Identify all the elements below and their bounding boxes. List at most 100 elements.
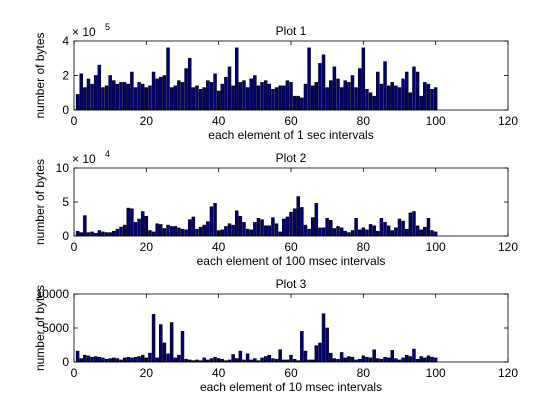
bar	[148, 85, 152, 111]
bar	[390, 82, 395, 111]
bar	[112, 230, 116, 237]
bar	[166, 353, 170, 363]
y-axis-label: number of bytes	[33, 32, 47, 118]
bar	[249, 229, 253, 237]
bar	[343, 357, 347, 363]
bar	[292, 95, 297, 111]
bar	[263, 80, 268, 111]
bar	[159, 224, 163, 237]
bar	[372, 95, 376, 111]
bar	[235, 358, 239, 363]
bar	[79, 73, 83, 111]
bar	[260, 357, 264, 363]
bar	[404, 354, 409, 363]
bar	[408, 212, 413, 237]
bar	[206, 80, 210, 111]
bar	[151, 314, 156, 363]
bar	[126, 83, 130, 111]
bar	[242, 222, 246, 237]
bar	[159, 76, 163, 111]
bar	[256, 85, 261, 111]
bar	[260, 82, 264, 111]
bar	[278, 349, 282, 363]
bar	[314, 82, 319, 111]
bar	[202, 357, 206, 363]
bar	[245, 87, 250, 111]
bar	[415, 358, 420, 363]
bar	[187, 219, 192, 237]
bar	[90, 231, 94, 237]
bar	[209, 82, 214, 111]
bar	[285, 216, 290, 237]
bar	[365, 89, 369, 111]
bar	[231, 224, 235, 237]
x-tick-label: 0	[71, 114, 78, 128]
bar	[173, 85, 178, 111]
bar	[368, 224, 373, 237]
bar	[108, 75, 112, 111]
bar	[97, 356, 102, 363]
y-exponent-power: 5	[105, 22, 110, 32]
x-tick-label: 40	[212, 366, 226, 380]
bar	[376, 230, 380, 237]
bar	[408, 92, 413, 111]
bar	[274, 87, 279, 111]
bar	[383, 222, 387, 237]
x-tick-label: 60	[284, 366, 298, 380]
x-axis-label: each element of 1 sec intervals	[208, 128, 373, 142]
bar	[408, 356, 413, 363]
bar	[75, 350, 80, 363]
bar	[235, 47, 239, 111]
bar	[310, 85, 315, 111]
bar	[336, 78, 340, 111]
bar	[426, 355, 431, 363]
bar	[404, 228, 409, 237]
bar	[213, 203, 217, 237]
bar	[119, 226, 123, 237]
bar	[119, 82, 123, 111]
bar	[180, 228, 185, 237]
bar	[202, 87, 206, 111]
y-tick-label: 5000	[42, 321, 69, 335]
bar	[137, 356, 141, 363]
bar	[332, 358, 337, 363]
bar	[347, 356, 351, 363]
bar	[394, 85, 398, 111]
plot-2: 0 20 40 60 80 100 120 0 5 10 Plot 2 each element of…	[33, 149, 518, 268]
bar	[292, 208, 297, 237]
bar	[376, 71, 380, 111]
bar	[97, 64, 102, 111]
bar	[329, 220, 333, 237]
bar	[140, 83, 145, 111]
y-axis-label: number of bytes	[33, 159, 47, 245]
bar	[386, 85, 391, 111]
bar	[169, 226, 174, 237]
bar	[213, 73, 217, 111]
bar	[423, 357, 427, 363]
bar	[390, 350, 395, 363]
x-tick-label: 80	[357, 114, 371, 128]
bar	[430, 356, 434, 363]
bar	[321, 227, 326, 237]
bar	[133, 222, 138, 237]
bar	[245, 353, 250, 363]
bar	[90, 356, 94, 363]
bar	[101, 357, 105, 363]
bar	[148, 352, 152, 363]
bar	[292, 358, 297, 363]
bar	[191, 216, 196, 237]
bar	[220, 229, 225, 237]
bar	[401, 78, 405, 111]
bar	[401, 220, 405, 237]
bar	[83, 215, 87, 237]
y-tick-label: 10000	[36, 287, 70, 301]
bar	[274, 358, 279, 363]
bar	[271, 358, 275, 363]
bar	[419, 229, 423, 237]
bar	[354, 87, 358, 111]
bar	[368, 92, 373, 111]
plot-title: Plot 3	[276, 277, 307, 291]
bar	[122, 357, 127, 363]
bar	[263, 225, 268, 237]
bar	[184, 358, 188, 363]
